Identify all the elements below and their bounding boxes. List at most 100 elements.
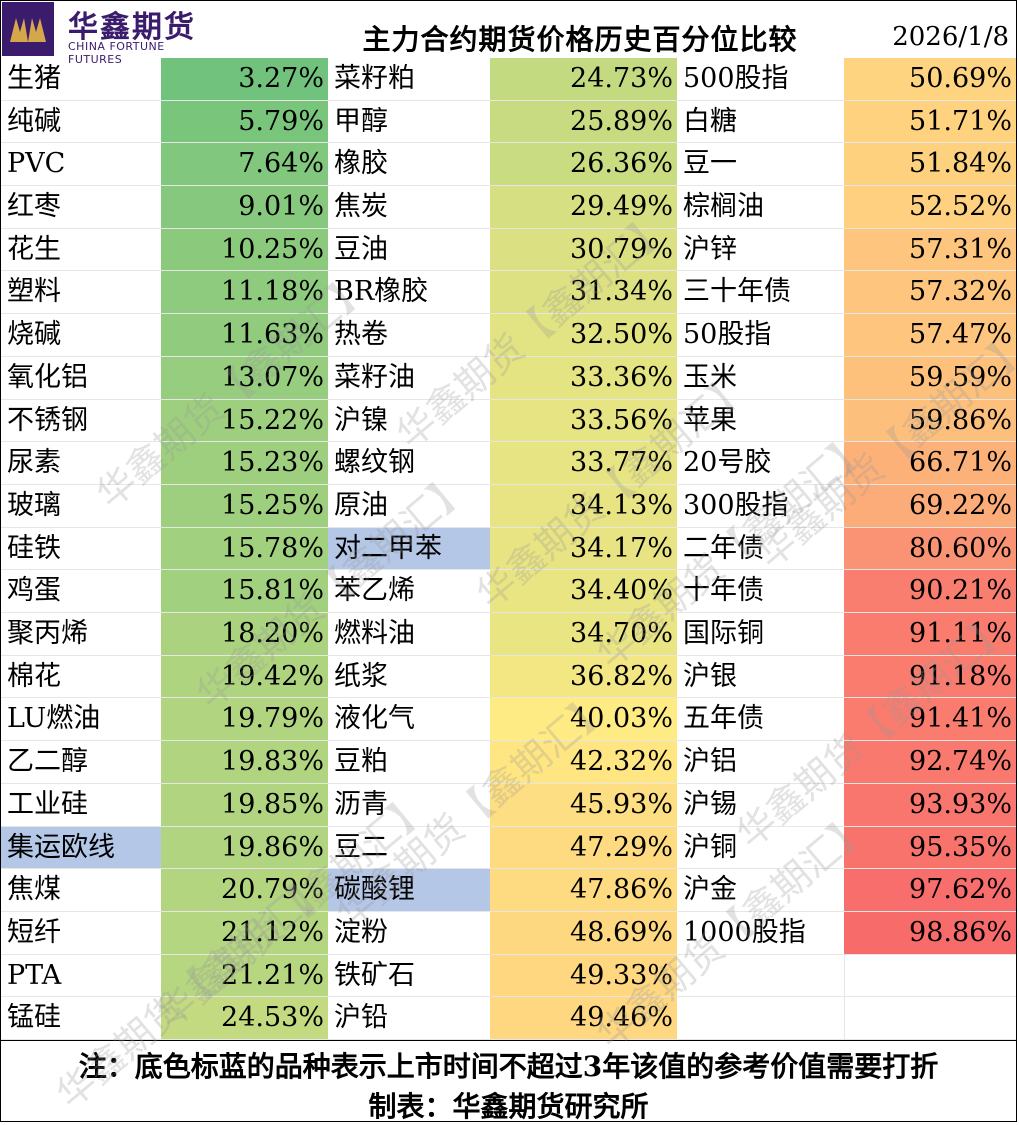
commodity-name: 300股指 bbox=[677, 485, 844, 528]
commodity-name: 螺纹钢 bbox=[328, 442, 490, 485]
commodity-name: 20号胶 bbox=[677, 442, 844, 485]
commodity-name: 棉花 bbox=[1, 656, 161, 699]
commodity-name: LU燃油 bbox=[1, 698, 161, 742]
percentile-value: 91.18% bbox=[844, 655, 1016, 699]
empty-cell bbox=[677, 955, 844, 998]
percentile-value: 15.25% bbox=[161, 484, 328, 528]
commodity-name: 锰硅 bbox=[1, 997, 161, 1040]
commodity-name: 玻璃 bbox=[1, 485, 161, 528]
percentile-value: 36.82% bbox=[490, 655, 677, 699]
commodity-name: 纸浆 bbox=[328, 656, 490, 699]
percentile-value: 15.23% bbox=[161, 442, 328, 485]
commodity-name: PVC bbox=[1, 143, 161, 187]
commodity-name: 铁矿石 bbox=[328, 955, 490, 998]
percentile-value: 34.17% bbox=[490, 527, 677, 571]
percentile-value: 92.74% bbox=[844, 741, 1016, 784]
commodity-name: 苯乙烯 bbox=[328, 570, 490, 614]
percentile-value: 57.31% bbox=[844, 228, 1016, 272]
commodity-name: 对二甲苯 bbox=[328, 527, 490, 571]
commodity-name: 菜籽粕 bbox=[328, 58, 490, 101]
commodity-name: 沪银 bbox=[677, 656, 844, 699]
percentile-value: 26.36% bbox=[490, 143, 677, 187]
percentile-value: 15.78% bbox=[161, 527, 328, 571]
percentile-value: 91.41% bbox=[844, 698, 1016, 742]
percentile-value: 34.70% bbox=[490, 613, 677, 656]
percentile-value: 19.85% bbox=[161, 783, 328, 827]
commodity-name: 短纤 bbox=[1, 912, 161, 955]
percentile-value: 93.93% bbox=[844, 783, 1016, 827]
percentile-value: 91.11% bbox=[844, 613, 1016, 656]
commodity-name: 十年债 bbox=[677, 570, 844, 614]
percentile-value: 29.49% bbox=[490, 186, 677, 229]
commodity-name: 不锈钢 bbox=[1, 400, 161, 443]
percentile-value: 32.50% bbox=[490, 314, 677, 357]
commodity-name: 工业硅 bbox=[1, 784, 161, 827]
commodity-name: 1000股指 bbox=[677, 912, 844, 955]
percentile-value: 47.86% bbox=[490, 869, 677, 912]
commodity-name: 淀粉 bbox=[328, 912, 490, 955]
percentile-value: 13.07% bbox=[161, 356, 328, 400]
percentile-value: 48.69% bbox=[490, 911, 677, 955]
percentile-table: 生猪 3.27% 纯碱 5.79% PVC 7.64% 红枣 9.01% 花生 10.25% 塑料 1… bbox=[1, 58, 1016, 1040]
commodity-name: 苹果 bbox=[677, 400, 844, 443]
percentile-value: 52.52% bbox=[844, 186, 1016, 229]
percentile-value: 19.86% bbox=[161, 826, 328, 870]
percentile-value: 59.59% bbox=[844, 356, 1016, 400]
percentile-value: 33.77% bbox=[490, 442, 677, 485]
percentile-value: 19.42% bbox=[161, 655, 328, 699]
footer: 注：底色标蓝的品种表示上市时间不超过3年该值的参考价值需要打折 制表：华鑫期货研… bbox=[0, 1040, 1017, 1123]
commodity-name: 乙二醇 bbox=[1, 741, 161, 784]
percentile-value: 11.18% bbox=[161, 271, 328, 315]
commodity-name: 500股指 bbox=[677, 58, 844, 101]
commodity-name: 沪铅 bbox=[328, 997, 490, 1040]
header: 华鑫期货 CHINA FORTUNE FUTURES 主力合约期货价格历史百分位… bbox=[0, 0, 1017, 66]
empty-cell bbox=[844, 954, 1016, 998]
commodity-name: 焦煤 bbox=[1, 869, 161, 912]
commodity-name: PTA bbox=[1, 955, 161, 998]
percentile-value: 42.32% bbox=[490, 741, 677, 784]
percentile-value: 9.01% bbox=[161, 186, 328, 229]
commodity-name: 沪锡 bbox=[677, 784, 844, 827]
percentile-value: 40.03% bbox=[490, 698, 677, 742]
commodity-name: 焦炭 bbox=[328, 186, 490, 229]
commodity-name: 豆油 bbox=[328, 229, 490, 272]
logo-chinese-text: 华鑫期货 bbox=[68, 10, 196, 45]
percentile-value: 47.29% bbox=[490, 826, 677, 870]
percentile-value: 33.56% bbox=[490, 399, 677, 443]
percentile-value: 15.22% bbox=[161, 399, 328, 443]
percentile-value: 69.22% bbox=[844, 484, 1016, 528]
percentile-value: 20.79% bbox=[161, 869, 328, 912]
commodity-name: 二年债 bbox=[677, 528, 844, 571]
percentile-value: 98.86% bbox=[844, 911, 1016, 955]
commodity-name: 烧碱 bbox=[1, 314, 161, 357]
commodity-name: 塑料 bbox=[1, 271, 161, 315]
percentile-value: 80.60% bbox=[844, 527, 1016, 571]
commodity-name: 菜籽油 bbox=[328, 357, 490, 400]
percentile-value: 57.47% bbox=[844, 314, 1016, 357]
logo-mark-icon bbox=[2, 2, 54, 56]
commodity-name: 甲醇 bbox=[328, 101, 490, 144]
percentile-value: 49.33% bbox=[490, 954, 677, 998]
empty-cell bbox=[677, 997, 844, 1040]
commodity-name: 尿素 bbox=[1, 442, 161, 485]
commodity-name: 50股指 bbox=[677, 314, 844, 357]
percentile-value: 24.53% bbox=[161, 997, 328, 1040]
percentile-value: 7.64% bbox=[161, 143, 328, 187]
commodity-name: 沥青 bbox=[328, 784, 490, 827]
commodity-name: 沪锌 bbox=[677, 229, 844, 272]
commodity-name: 沪镍 bbox=[328, 400, 490, 443]
commodity-name: 聚丙烯 bbox=[1, 613, 161, 656]
commodity-name: 集运欧线 bbox=[1, 826, 161, 870]
commodity-name: BR橡胶 bbox=[328, 271, 490, 315]
company-logo: 华鑫期货 CHINA FORTUNE FUTURES bbox=[2, 2, 222, 66]
percentile-value: 97.62% bbox=[844, 869, 1016, 912]
footnote: 注：底色标蓝的品种表示上市时间不超过3年该值的参考价值需要打折 bbox=[78, 1050, 939, 1083]
commodity-name: 燃料油 bbox=[328, 613, 490, 656]
percentile-value: 34.13% bbox=[490, 484, 677, 528]
percentile-value: 51.71% bbox=[844, 100, 1016, 144]
empty-cell bbox=[844, 997, 1016, 1040]
percentile-value: 59.86% bbox=[844, 399, 1016, 443]
commodity-name: 沪铜 bbox=[677, 827, 844, 870]
commodity-name: 橡胶 bbox=[328, 143, 490, 187]
